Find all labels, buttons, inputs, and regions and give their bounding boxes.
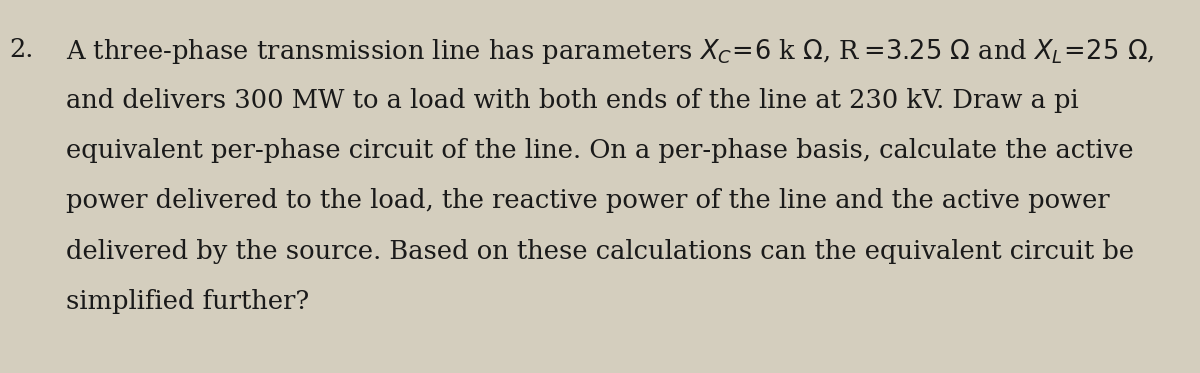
Text: equivalent per-phase circuit of the line. On a per-phase basis, calculate the ac: equivalent per-phase circuit of the line…: [66, 138, 1134, 163]
Text: power delivered to the load, the reactive power of the line and the active power: power delivered to the load, the reactiv…: [66, 188, 1110, 213]
Text: simplified further?: simplified further?: [66, 289, 310, 314]
Text: 2.: 2.: [10, 37, 34, 62]
Text: A three-phase transmission line has parameters $X_C\!=\!6$ k $\Omega$, R$=\!3.25: A three-phase transmission line has para…: [66, 37, 1154, 66]
Text: delivered by the source. Based on these calculations can the equivalent circuit : delivered by the source. Based on these …: [66, 239, 1134, 264]
Text: and delivers 300 MW to a load with both ends of the line at 230 kV. Draw a pi: and delivers 300 MW to a load with both …: [66, 88, 1079, 113]
